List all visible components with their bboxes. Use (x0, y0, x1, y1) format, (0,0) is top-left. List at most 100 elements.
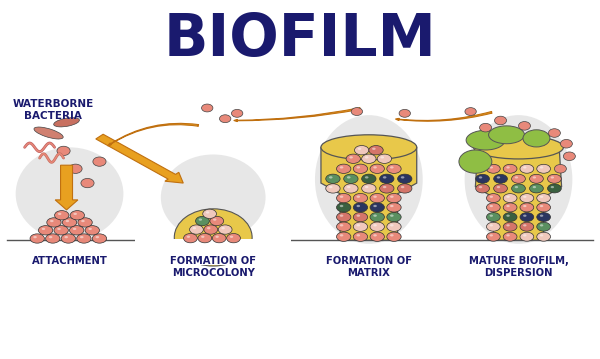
Ellipse shape (370, 194, 385, 203)
Ellipse shape (387, 203, 401, 212)
Ellipse shape (383, 176, 386, 178)
Ellipse shape (390, 205, 394, 207)
Ellipse shape (398, 184, 412, 193)
Ellipse shape (548, 184, 561, 193)
Ellipse shape (473, 136, 563, 159)
Ellipse shape (490, 196, 493, 198)
PathPatch shape (321, 147, 417, 240)
Ellipse shape (383, 186, 386, 188)
Ellipse shape (358, 148, 361, 150)
Ellipse shape (34, 127, 63, 139)
Ellipse shape (362, 154, 376, 163)
Ellipse shape (356, 196, 360, 198)
Ellipse shape (204, 225, 218, 234)
Ellipse shape (33, 236, 37, 238)
Ellipse shape (73, 228, 76, 230)
Ellipse shape (476, 174, 490, 183)
Ellipse shape (390, 214, 394, 217)
FancyArrow shape (55, 165, 78, 210)
Ellipse shape (466, 130, 505, 150)
Ellipse shape (370, 164, 385, 173)
Ellipse shape (370, 232, 385, 241)
Ellipse shape (494, 174, 508, 183)
Ellipse shape (390, 234, 394, 237)
Ellipse shape (46, 234, 60, 243)
Ellipse shape (206, 211, 209, 214)
Ellipse shape (38, 226, 53, 235)
Ellipse shape (494, 116, 506, 125)
Ellipse shape (399, 109, 410, 117)
Ellipse shape (202, 104, 213, 112)
Ellipse shape (387, 194, 401, 203)
Ellipse shape (207, 227, 211, 229)
Ellipse shape (503, 222, 517, 231)
Ellipse shape (340, 166, 343, 168)
Ellipse shape (92, 234, 107, 243)
Ellipse shape (540, 234, 543, 237)
Ellipse shape (356, 234, 360, 237)
Ellipse shape (230, 236, 233, 238)
Ellipse shape (390, 224, 394, 227)
FancyArrow shape (96, 134, 183, 183)
Ellipse shape (356, 205, 360, 207)
Ellipse shape (355, 145, 369, 155)
Ellipse shape (380, 174, 394, 183)
Ellipse shape (73, 213, 77, 215)
Ellipse shape (57, 228, 61, 230)
Ellipse shape (464, 115, 572, 244)
Ellipse shape (520, 213, 534, 222)
Ellipse shape (503, 164, 517, 173)
Ellipse shape (58, 213, 61, 215)
Ellipse shape (65, 220, 69, 222)
Ellipse shape (218, 225, 232, 234)
Ellipse shape (337, 194, 351, 203)
Ellipse shape (70, 226, 84, 235)
Ellipse shape (523, 205, 527, 207)
Ellipse shape (459, 150, 492, 173)
Ellipse shape (490, 166, 493, 168)
Ellipse shape (487, 213, 500, 222)
Ellipse shape (380, 184, 394, 193)
Ellipse shape (551, 186, 554, 188)
Ellipse shape (530, 184, 544, 193)
Ellipse shape (515, 176, 518, 178)
Ellipse shape (93, 157, 106, 166)
Ellipse shape (537, 213, 551, 222)
Ellipse shape (232, 109, 243, 117)
Ellipse shape (362, 174, 376, 183)
Ellipse shape (515, 186, 518, 188)
Ellipse shape (523, 130, 550, 147)
Ellipse shape (187, 236, 190, 238)
Ellipse shape (54, 226, 68, 235)
Ellipse shape (227, 233, 241, 243)
Ellipse shape (69, 164, 82, 173)
Ellipse shape (518, 122, 530, 130)
Ellipse shape (476, 184, 490, 193)
Ellipse shape (540, 215, 543, 217)
Ellipse shape (203, 209, 217, 219)
Ellipse shape (554, 164, 566, 173)
Ellipse shape (346, 154, 361, 163)
Ellipse shape (479, 186, 482, 188)
Ellipse shape (497, 186, 500, 188)
Ellipse shape (380, 156, 384, 159)
Ellipse shape (340, 196, 343, 198)
Ellipse shape (64, 236, 68, 238)
Ellipse shape (479, 123, 491, 132)
Ellipse shape (30, 234, 44, 243)
Ellipse shape (494, 184, 508, 193)
Ellipse shape (520, 194, 534, 202)
Ellipse shape (212, 233, 226, 243)
Ellipse shape (372, 148, 376, 150)
Ellipse shape (487, 222, 500, 231)
Ellipse shape (373, 196, 377, 198)
Ellipse shape (50, 220, 53, 222)
Ellipse shape (373, 224, 377, 227)
Ellipse shape (540, 224, 543, 227)
Ellipse shape (161, 154, 266, 240)
Ellipse shape (537, 164, 551, 173)
Ellipse shape (340, 205, 343, 207)
Ellipse shape (560, 139, 572, 148)
Ellipse shape (373, 234, 377, 237)
Ellipse shape (215, 236, 219, 238)
